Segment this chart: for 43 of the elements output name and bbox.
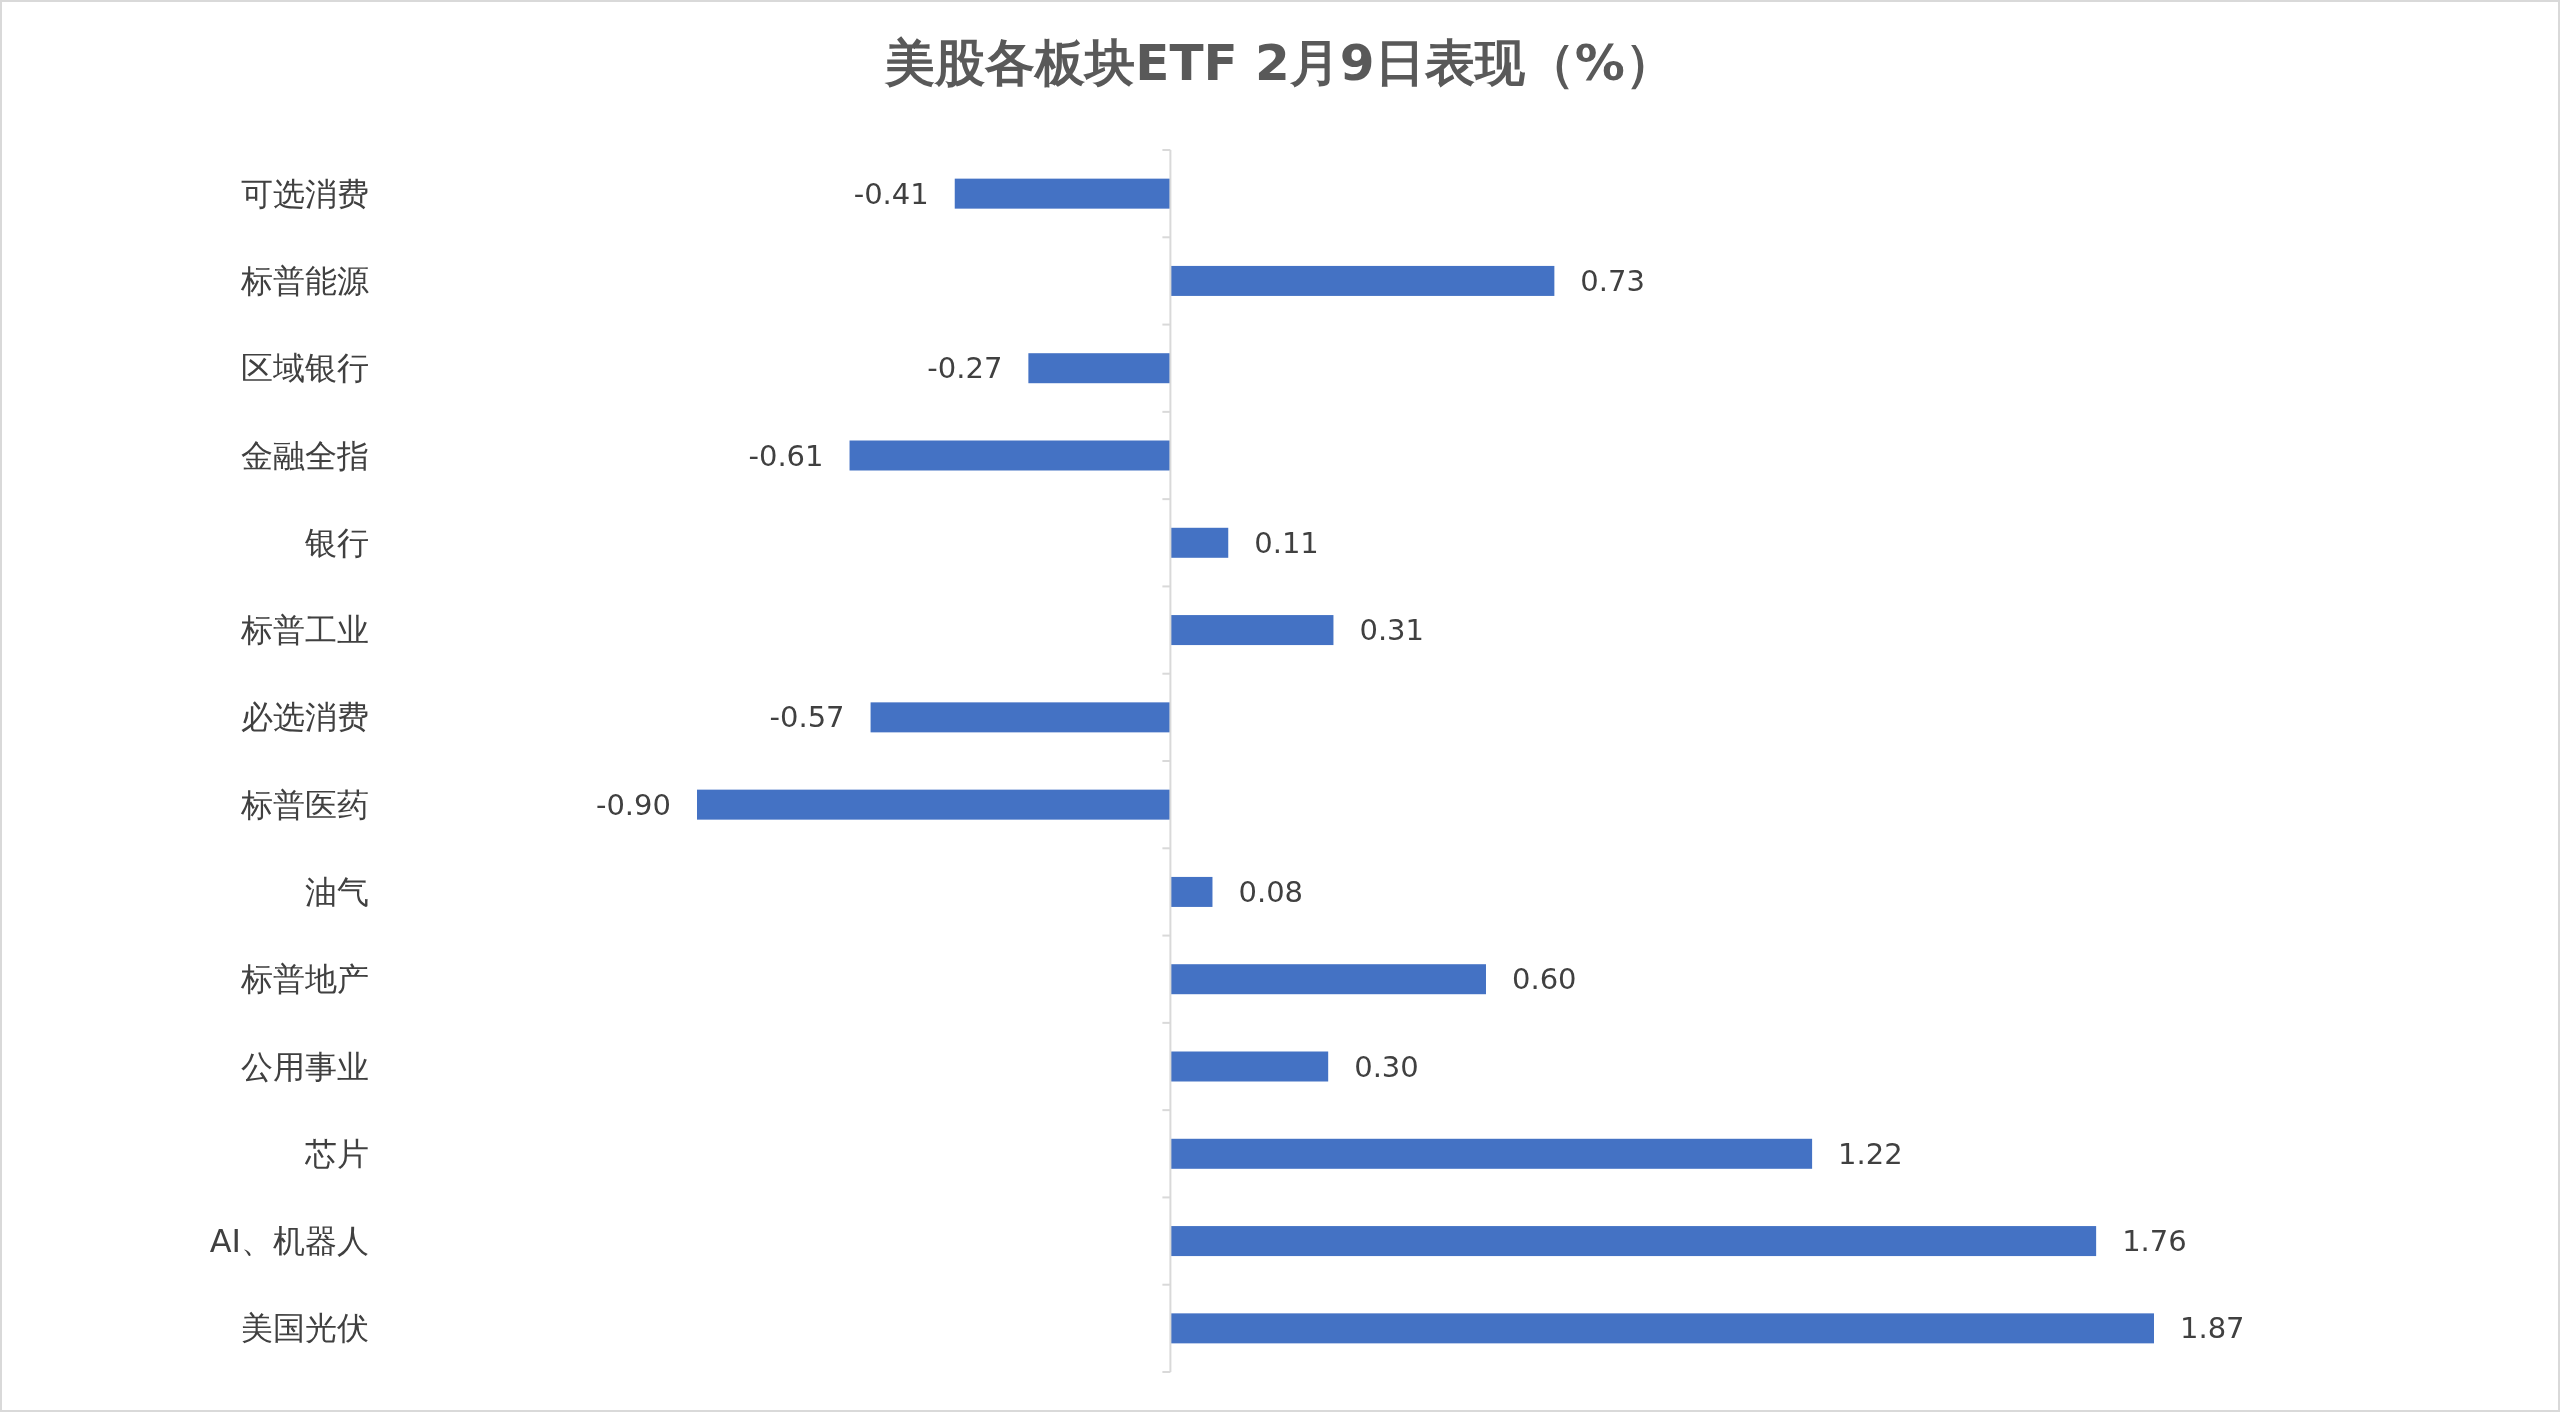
data-label: -0.41 (853, 176, 929, 211)
data-label: -0.90 (595, 787, 671, 822)
y-tick-label: 美国光伏 (241, 1309, 369, 1348)
data-label: 0.60 (1511, 962, 1577, 997)
data-label: 0.31 (1359, 613, 1425, 648)
data-label: -0.57 (769, 700, 845, 735)
bar (1170, 876, 1213, 907)
y-tick-label: 标普能源 (240, 261, 369, 300)
bar (1170, 1313, 2154, 1344)
y-tick-label: 标普工业 (240, 611, 369, 650)
bar (1170, 964, 1486, 995)
data-label: 0.73 (1580, 263, 1645, 298)
bar (1170, 1138, 1813, 1169)
y-tick-label: 区域银行 (241, 349, 369, 388)
y-tick-label: AI、机器人 (209, 1222, 369, 1261)
data-label: 1.76 (2122, 1224, 2187, 1259)
y-tick-label: 芯片 (304, 1134, 369, 1173)
y-tick-label: 公用事业 (241, 1047, 369, 1086)
data-label: 0.11 (1254, 525, 1319, 560)
bar (1170, 1051, 1329, 1082)
data-label: -0.61 (748, 438, 824, 473)
bar (870, 702, 1171, 733)
bar (1170, 527, 1229, 558)
data-label: 0.30 (1354, 1049, 1419, 1084)
y-tick-label: 必选消费 (241, 698, 369, 737)
y-tick-label: 油气 (305, 872, 369, 911)
bar (697, 789, 1171, 820)
y-tick-label: 标普地产 (240, 960, 369, 999)
data-label: 1.87 (2180, 1311, 2245, 1346)
data-label: 1.22 (1838, 1136, 1903, 1171)
data-label: -0.27 (927, 351, 1003, 386)
bar (849, 440, 1171, 471)
bar (1028, 353, 1171, 384)
chart-title: 美股各板块ETF 2月9日表现（%） (884, 34, 1675, 92)
bar (954, 178, 1171, 209)
y-tick-label: 金融全指 (241, 436, 369, 475)
y-tick-label: 银行 (304, 523, 369, 562)
bar (1170, 265, 1555, 296)
bar (1170, 615, 1334, 646)
data-label: 0.08 (1238, 874, 1304, 909)
y-tick-label: 可选消费 (241, 174, 369, 213)
bar (1170, 1226, 2097, 1257)
y-tick-label: 标普医药 (240, 785, 369, 824)
